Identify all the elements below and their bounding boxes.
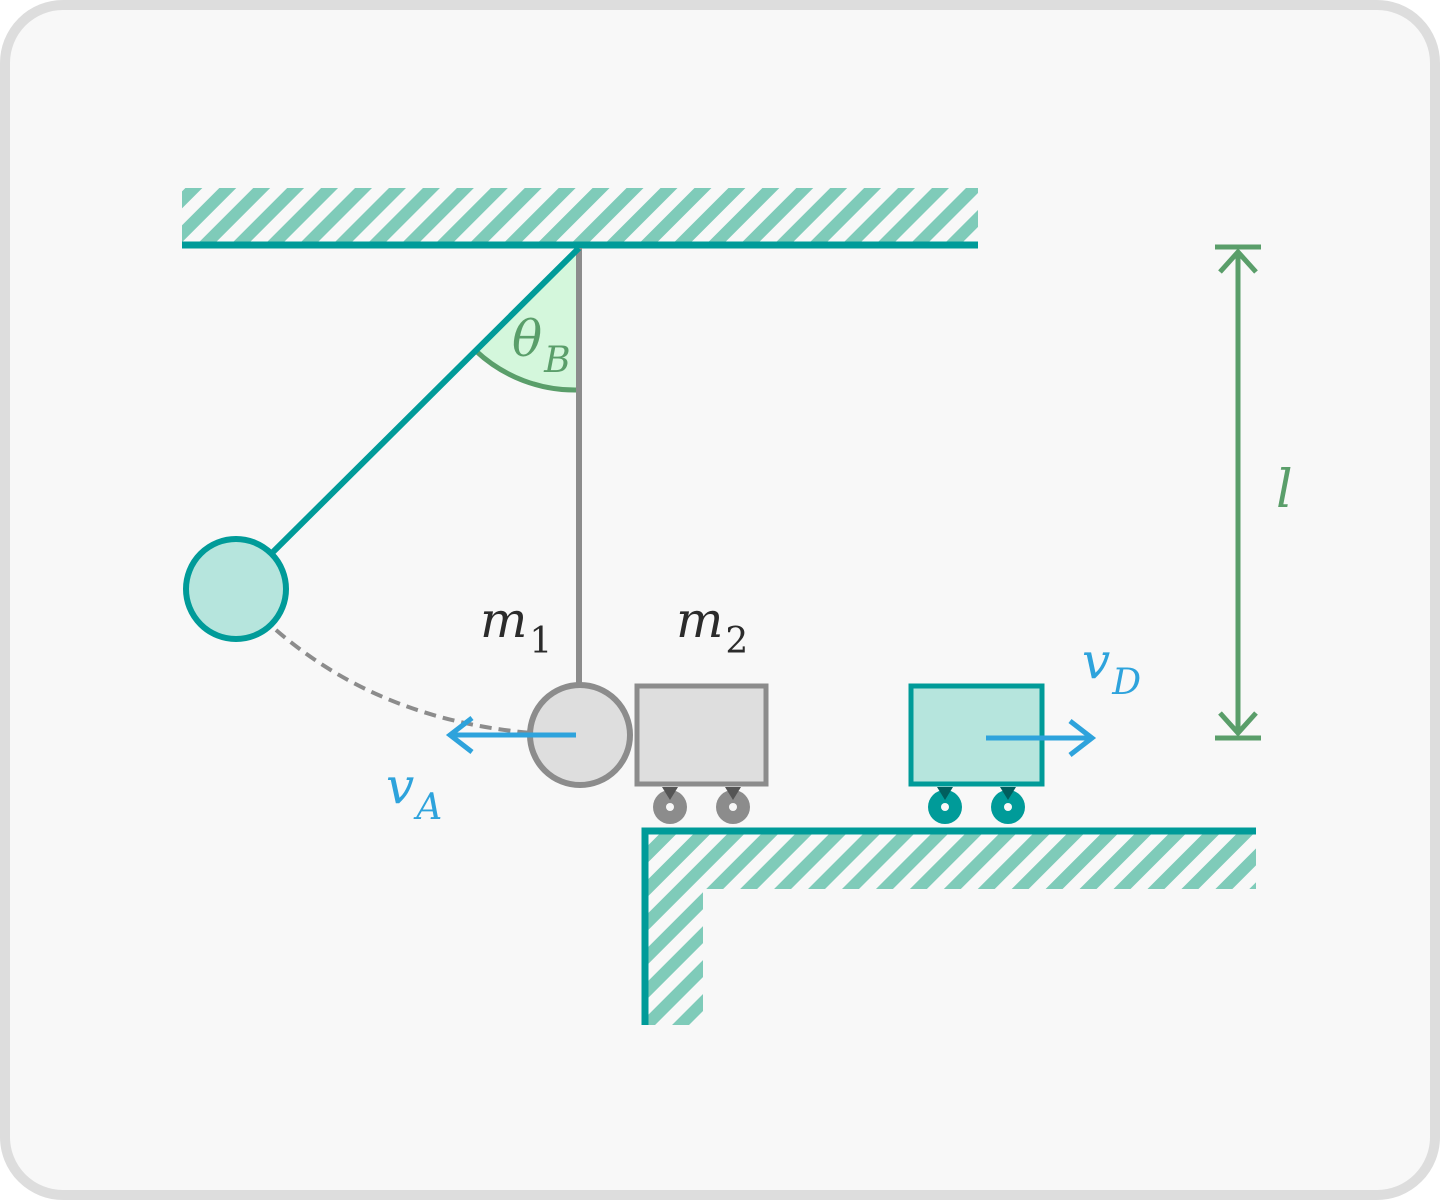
- velocity-arrow-d: [986, 719, 1097, 757]
- ceiling-hatch: [182, 188, 978, 246]
- length-dimension: [1215, 244, 1261, 741]
- cart-m2: [634, 683, 769, 824]
- floor-ledge: [641, 827, 1256, 1025]
- floor-hatch-wall: [645, 831, 703, 1025]
- mass1-label: m1: [480, 591, 552, 662]
- floor-line: [641, 827, 1256, 1025]
- velocity-a-label: vA: [386, 757, 442, 828]
- swing-path: [274, 628, 533, 735]
- cart-d-wheel-left: [928, 787, 962, 824]
- cart-m2-wheel-right: [716, 787, 750, 824]
- angle-marker: [474, 248, 580, 393]
- mass2-label: m2: [676, 591, 748, 662]
- angle-wedge: [476, 248, 579, 391]
- raised-bob: [183, 536, 289, 642]
- velocity-d-label: vD: [1082, 632, 1141, 703]
- velocity-arrow-a: [445, 716, 576, 754]
- length-label: l: [1276, 460, 1293, 520]
- cart-m2-wheel-left: [653, 787, 687, 824]
- ceiling: [182, 188, 978, 249]
- cart-d-body: [908, 683, 1045, 787]
- cart-d-wheel-right: [991, 787, 1025, 824]
- floor-hatch-top: [645, 831, 1256, 889]
- cart-m2-body: [634, 683, 769, 787]
- angle-arc: [474, 349, 580, 393]
- pendulum-string: [269, 245, 582, 556]
- cart-d: [908, 683, 1045, 824]
- theta-label: θB: [512, 310, 571, 381]
